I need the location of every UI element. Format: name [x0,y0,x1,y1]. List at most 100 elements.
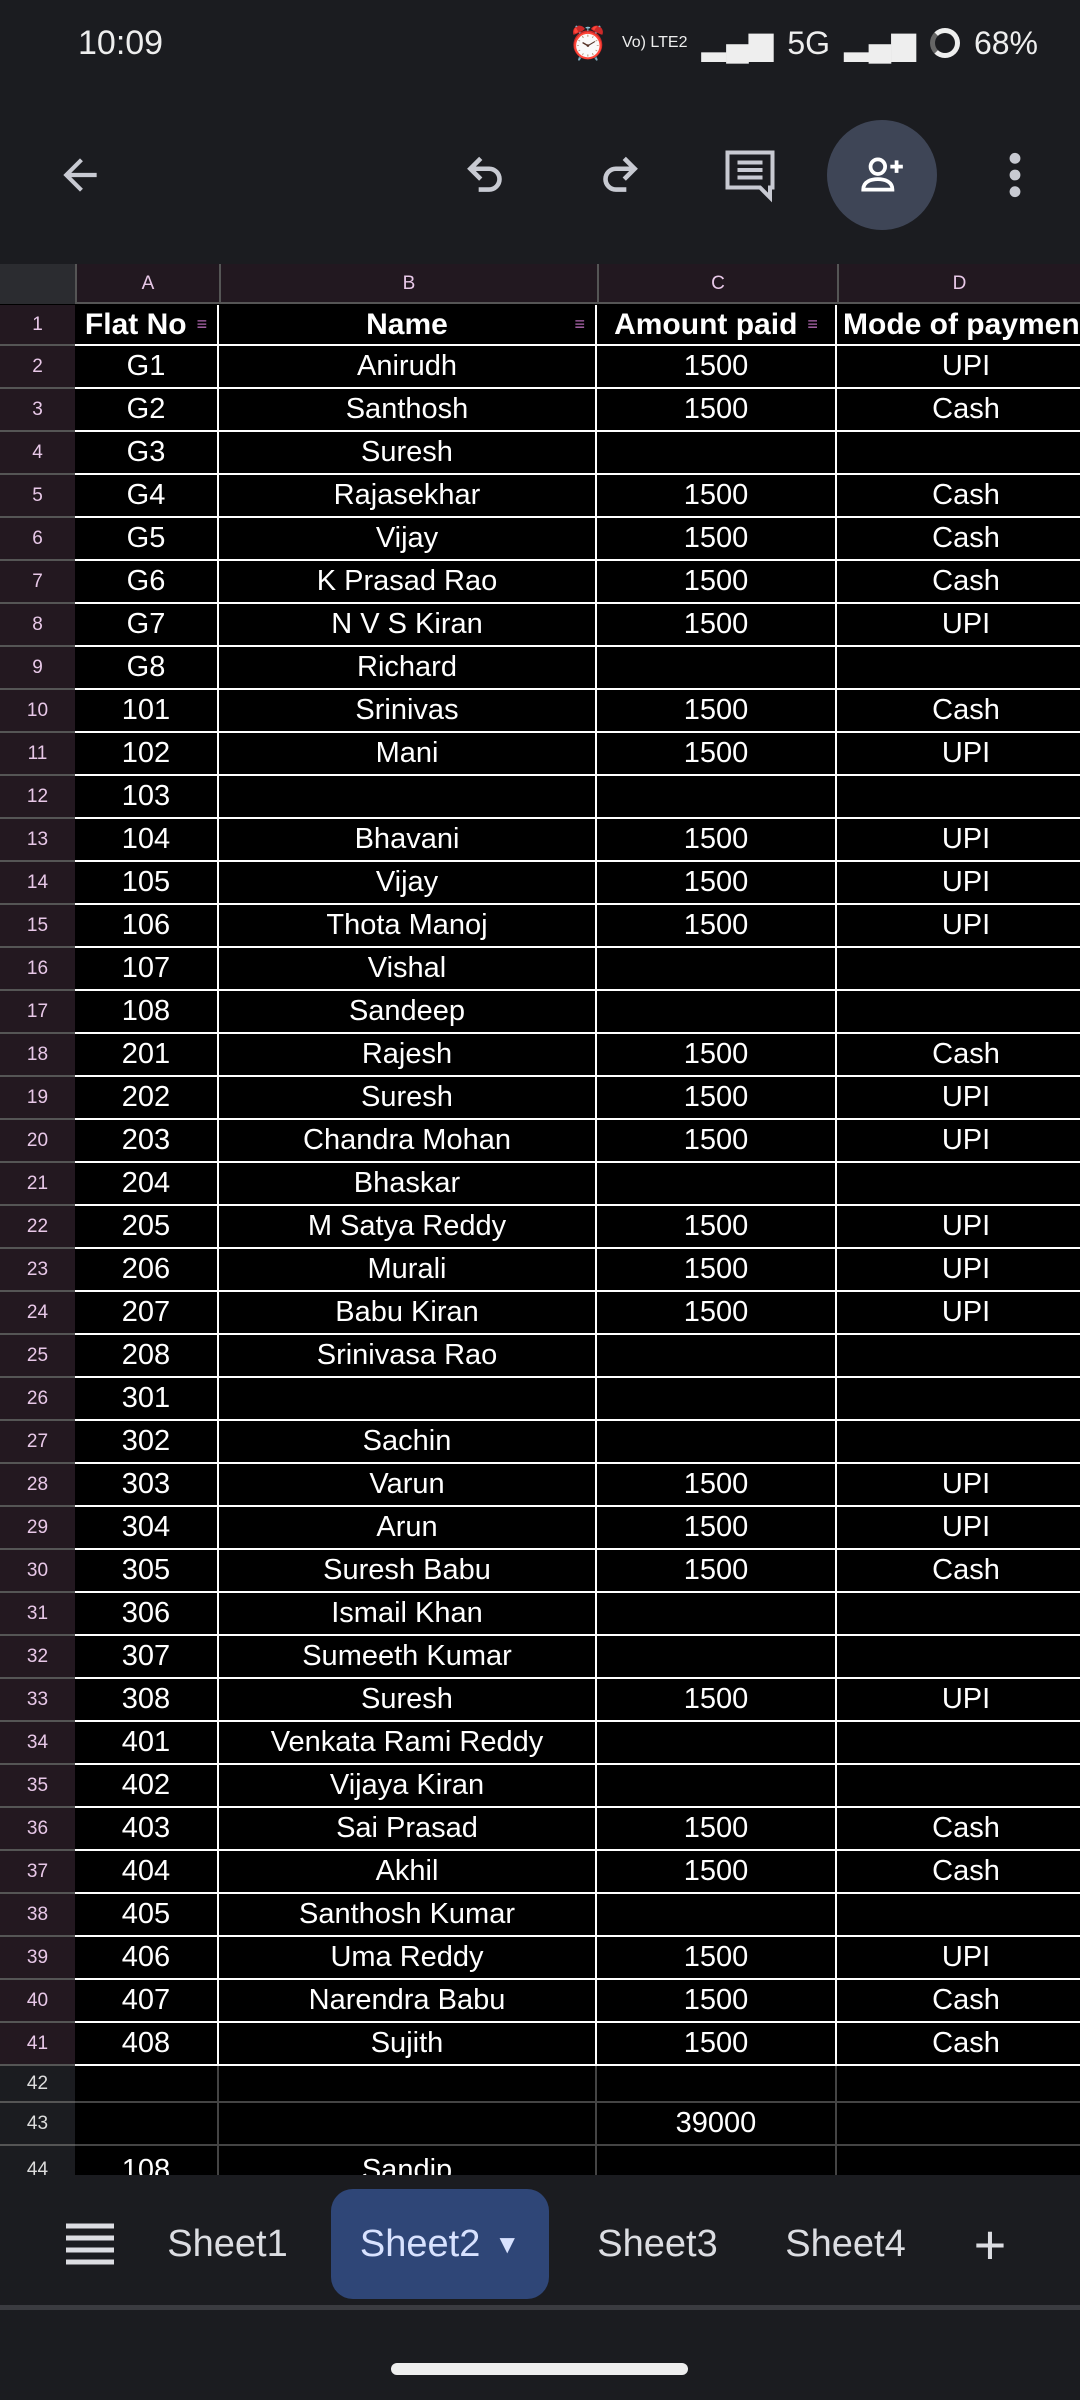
row-number[interactable]: 15 [0,905,75,948]
cell-amount-paid[interactable]: 1500 [597,389,837,432]
cell-amount-paid[interactable] [597,776,837,819]
cell-amount-paid[interactable]: 1500 [597,1980,837,2023]
row-number[interactable]: 21 [0,1163,75,1206]
cell-flat-no[interactable]: 403 [75,1808,219,1851]
cell-flat-no[interactable]: 108 [75,2146,219,2175]
cell-mode-of-payment[interactable] [837,2103,1080,2146]
cell-name[interactable]: Vijay [219,518,597,561]
row-number[interactable]: 19 [0,1077,75,1120]
cell-flat-no[interactable]: 108 [75,991,219,1034]
cell-flat-no[interactable]: 305 [75,1550,219,1593]
cell-amount-paid[interactable] [597,1378,837,1421]
row-number[interactable]: 38 [0,1894,75,1937]
cell-flat-no[interactable]: 408 [75,2023,219,2066]
cell-mode-of-payment[interactable]: Cash [837,518,1080,561]
column-header-d[interactable]: D [837,264,1080,304]
cell-name[interactable]: Vishal [219,948,597,991]
header-cell-flat-no[interactable]: Flat No ≡ [75,305,219,346]
cell-mode-of-payment[interactable]: UPI [837,1464,1080,1507]
cell-mode-of-payment[interactable]: UPI [837,604,1080,647]
row-number[interactable]: 34 [0,1722,75,1765]
cell-amount-paid[interactable]: 1500 [597,561,837,604]
cell-flat-no[interactable]: G1 [75,346,219,389]
cell-flat-no[interactable] [75,2066,219,2103]
cell-mode-of-payment[interactable]: UPI [837,1206,1080,1249]
cell-mode-of-payment[interactable]: UPI [837,1077,1080,1120]
cell-flat-no[interactable] [75,2103,219,2146]
cell-amount-paid[interactable]: 1500 [597,905,837,948]
cell-name[interactable]: Vijay [219,862,597,905]
tab-sheet2[interactable]: Sheet2 ▼ [331,2189,549,2299]
row-number[interactable]: 14 [0,862,75,905]
cell-flat-no[interactable]: G3 [75,432,219,475]
tab-sheet1[interactable]: Sheet1 [167,2222,288,2265]
row-number[interactable]: 27 [0,1421,75,1464]
row-number[interactable]: 17 [0,991,75,1034]
row-number[interactable]: 31 [0,1593,75,1636]
cell-amount-paid[interactable]: 1500 [597,1808,837,1851]
cell-amount-paid[interactable] [597,647,837,690]
cell-amount-paid[interactable]: 1500 [597,1507,837,1550]
row-number[interactable]: 2 [0,346,75,389]
row-number[interactable]: 6 [0,518,75,561]
all-sheets-menu-icon[interactable] [52,2189,127,2299]
cell-flat-no[interactable]: 103 [75,776,219,819]
row-number[interactable]: 41 [0,2023,75,2066]
row-number[interactable]: 1 [0,305,75,346]
cell-amount-paid[interactable]: 1500 [597,518,837,561]
cell-name[interactable]: Bhaskar [219,1163,597,1206]
cell-flat-no[interactable]: 201 [75,1034,219,1077]
cell-flat-no[interactable]: 202 [75,1077,219,1120]
cell-name[interactable]: N V S Kiran [219,604,597,647]
cell-mode-of-payment[interactable]: Cash [837,1851,1080,1894]
cell-mode-of-payment[interactable]: Cash [837,2023,1080,2066]
row-number[interactable]: 30 [0,1550,75,1593]
cell-name[interactable]: Srinivas [219,690,597,733]
cell-amount-paid[interactable] [597,432,837,475]
row-number[interactable]: 12 [0,776,75,819]
cell-flat-no[interactable]: 204 [75,1163,219,1206]
cell-amount-paid[interactable]: 1500 [597,1937,837,1980]
cell-mode-of-payment[interactable]: Cash [837,475,1080,518]
row-number[interactable]: 39 [0,1937,75,1980]
cell-flat-no[interactable]: 304 [75,1507,219,1550]
cell-name[interactable]: Bhavani [219,819,597,862]
cell-name[interactable]: Sujith [219,2023,597,2066]
row-number[interactable]: 8 [0,604,75,647]
cell-name[interactable]: Suresh [219,1077,597,1120]
filter-icon[interactable]: ≡ [574,314,585,334]
cell-amount-paid[interactable] [597,1765,837,1808]
row-number[interactable]: 4 [0,432,75,475]
cell-flat-no[interactable]: G8 [75,647,219,690]
cell-flat-no[interactable]: 105 [75,862,219,905]
row-number[interactable]: 24 [0,1292,75,1335]
cell-amount-paid[interactable] [597,1722,837,1765]
cell-name[interactable]: Sumeeth Kumar [219,1636,597,1679]
cell-amount-paid[interactable]: 1500 [597,1249,837,1292]
cell-amount-paid[interactable]: 1500 [597,862,837,905]
tab-sheet4[interactable]: Sheet4 [785,2222,906,2265]
cell-mode-of-payment[interactable]: UPI [837,819,1080,862]
cell-flat-no[interactable]: 301 [75,1378,219,1421]
cell-mode-of-payment[interactable]: Cash [837,1550,1080,1593]
row-number[interactable]: 23 [0,1249,75,1292]
row-number[interactable]: 11 [0,733,75,776]
row-number[interactable]: 37 [0,1851,75,1894]
cell-flat-no[interactable]: 405 [75,1894,219,1937]
cell-amount-paid[interactable]: 1500 [597,1206,837,1249]
cell-amount-paid[interactable]: 1500 [597,1464,837,1507]
cell-flat-no[interactable]: G6 [75,561,219,604]
cell-flat-no[interactable]: 101 [75,690,219,733]
cell-flat-no[interactable]: 206 [75,1249,219,1292]
row-number[interactable]: 44 [0,2146,75,2175]
cell-flat-no[interactable]: 404 [75,1851,219,1894]
cell-flat-no[interactable]: 102 [75,733,219,776]
cell-amount-paid[interactable]: 1500 [597,1292,837,1335]
cell-mode-of-payment[interactable] [837,1163,1080,1206]
add-sheet-plus-icon[interactable]: + [973,2212,1007,2276]
cell-name[interactable]: Rajesh [219,1034,597,1077]
cell-name[interactable]: Suresh [219,1679,597,1722]
cell-name[interactable]: Sachin [219,1421,597,1464]
cell-name[interactable]: Murali [219,1249,597,1292]
row-number[interactable]: 40 [0,1980,75,2023]
